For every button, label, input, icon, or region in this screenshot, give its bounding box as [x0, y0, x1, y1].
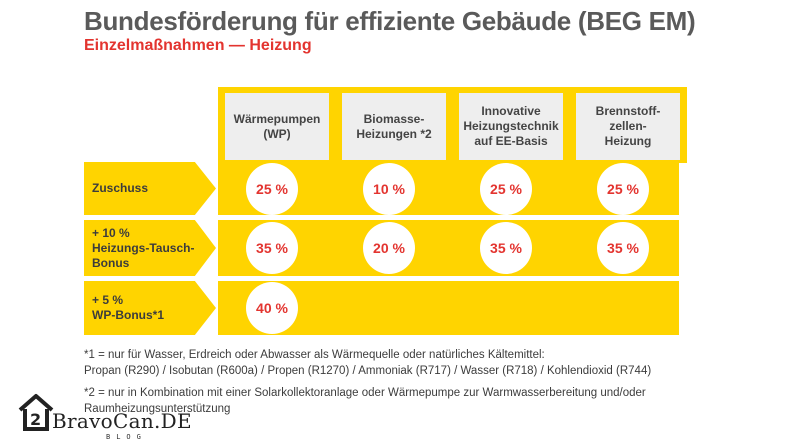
value-cell: 25 % — [597, 163, 649, 215]
value-cell: 10 % — [363, 163, 415, 215]
watermark-tag: BLOG — [106, 433, 147, 441]
footnote-2-line-2: Raumheizungsunterstützung — [84, 403, 231, 415]
watermark-brand: BravoCan.DE — [52, 409, 192, 433]
row-label-wp-bonus: + 5 % WP-Bonus*1 — [84, 281, 216, 335]
value-cell: 35 % — [480, 222, 532, 274]
column-header-label: Biomasse- Heizungen *2 — [342, 93, 446, 160]
value-cell: 25 % — [480, 163, 532, 215]
column-header-label: Brennstoff- zellen- Heizung — [576, 93, 680, 160]
column-header-label: Wärmepumpen (WP) — [225, 93, 329, 160]
value-cell: 35 % — [597, 222, 649, 274]
svg-text:2: 2 — [30, 410, 41, 429]
footnote-2-line-1: *2 = nur in Kombination mit einer Solark… — [84, 387, 646, 399]
footnote-1-line-1: *1 = nur für Wasser, Erdreich oder Abwas… — [84, 349, 545, 361]
page-title: Bundesförderung für effiziente Gebäude (… — [84, 6, 696, 36]
column-header-brennstoffzellen: Brennstoff- zellen- Heizung — [569, 87, 687, 163]
watermark: 2 BravoCan.DE BLOG — [18, 392, 193, 444]
column-header-biomasse: Biomasse- Heizungen *2 — [335, 87, 453, 163]
value-cell: 40 % — [246, 282, 298, 334]
value-cell: 35 % — [246, 222, 298, 274]
value-cell: 20 % — [363, 222, 415, 274]
house-logo-icon: 2 — [18, 394, 54, 431]
footnote-1-line-2: Propan (R290) / Isobutan (R600a) / Prope… — [84, 365, 652, 377]
page-subtitle: Einzelmaßnahmen — Heizung — [84, 37, 312, 54]
column-header-waermepumpen: Wärmepumpen (WP) — [218, 87, 336, 163]
column-header-innovative: Innovative Heizungstechnik auf EE-Basis — [452, 87, 570, 163]
row-label-heizungs-tausch-bonus: + 10 % Heizungs-Tausch- Bonus — [84, 220, 216, 276]
row-label-zuschuss: Zuschuss — [84, 162, 216, 215]
value-cell: 25 % — [246, 163, 298, 215]
column-header-label: Innovative Heizungstechnik auf EE-Basis — [459, 93, 563, 160]
